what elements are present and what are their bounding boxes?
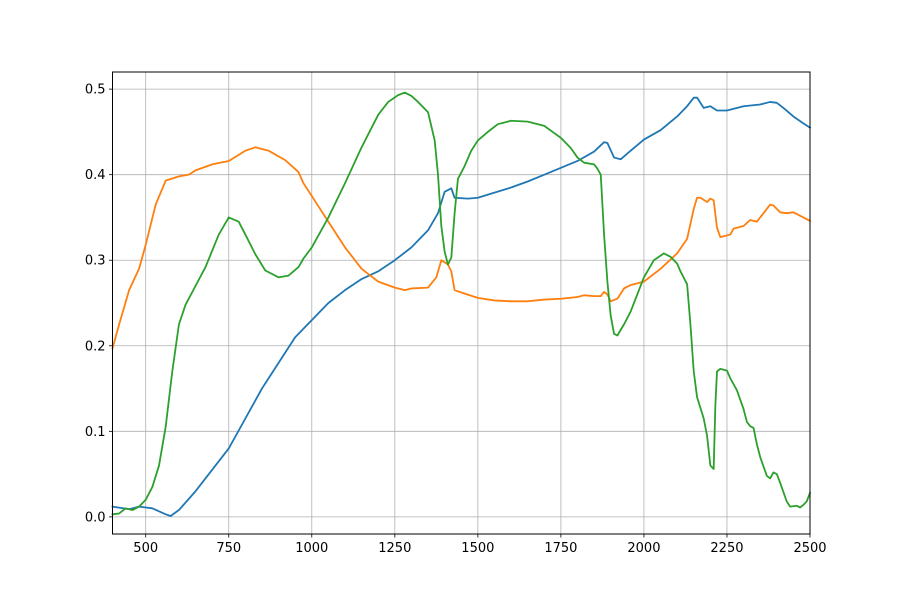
grid-lines	[112, 72, 811, 534]
y-axis-ticks: 0.0 0.1 0.2 0.3 0.4 0.5	[85, 83, 113, 525]
series-line-1	[111, 96, 812, 517]
y-tick-label: 0.5	[85, 83, 106, 98]
x-tick-label: 1750	[544, 541, 577, 556]
y-tick-label: 0.4	[85, 168, 106, 183]
x-tick-label: 750	[216, 541, 241, 556]
series-line-3	[111, 91, 812, 516]
y-tick-label: 0.0	[85, 510, 106, 525]
series-lines	[111, 91, 812, 517]
x-tick-label: 1250	[378, 541, 411, 556]
x-axis-ticks: 500 750 1000 1250 1500 1750 2000 2250 2500	[133, 534, 827, 556]
y-tick-label: 0.3	[85, 254, 106, 269]
plot-frame	[112, 71, 811, 535]
series-line-2	[111, 146, 812, 350]
y-tick-label: 0.2	[85, 339, 106, 354]
x-tick-label: 1000	[295, 541, 328, 556]
x-tick-label: 2250	[710, 541, 743, 556]
x-tick-label: 2000	[627, 541, 660, 556]
x-tick-label: 2500	[793, 541, 826, 556]
x-tick-label: 1500	[461, 541, 494, 556]
x-tick-label: 500	[133, 541, 158, 556]
y-tick-label: 0.1	[85, 425, 106, 440]
